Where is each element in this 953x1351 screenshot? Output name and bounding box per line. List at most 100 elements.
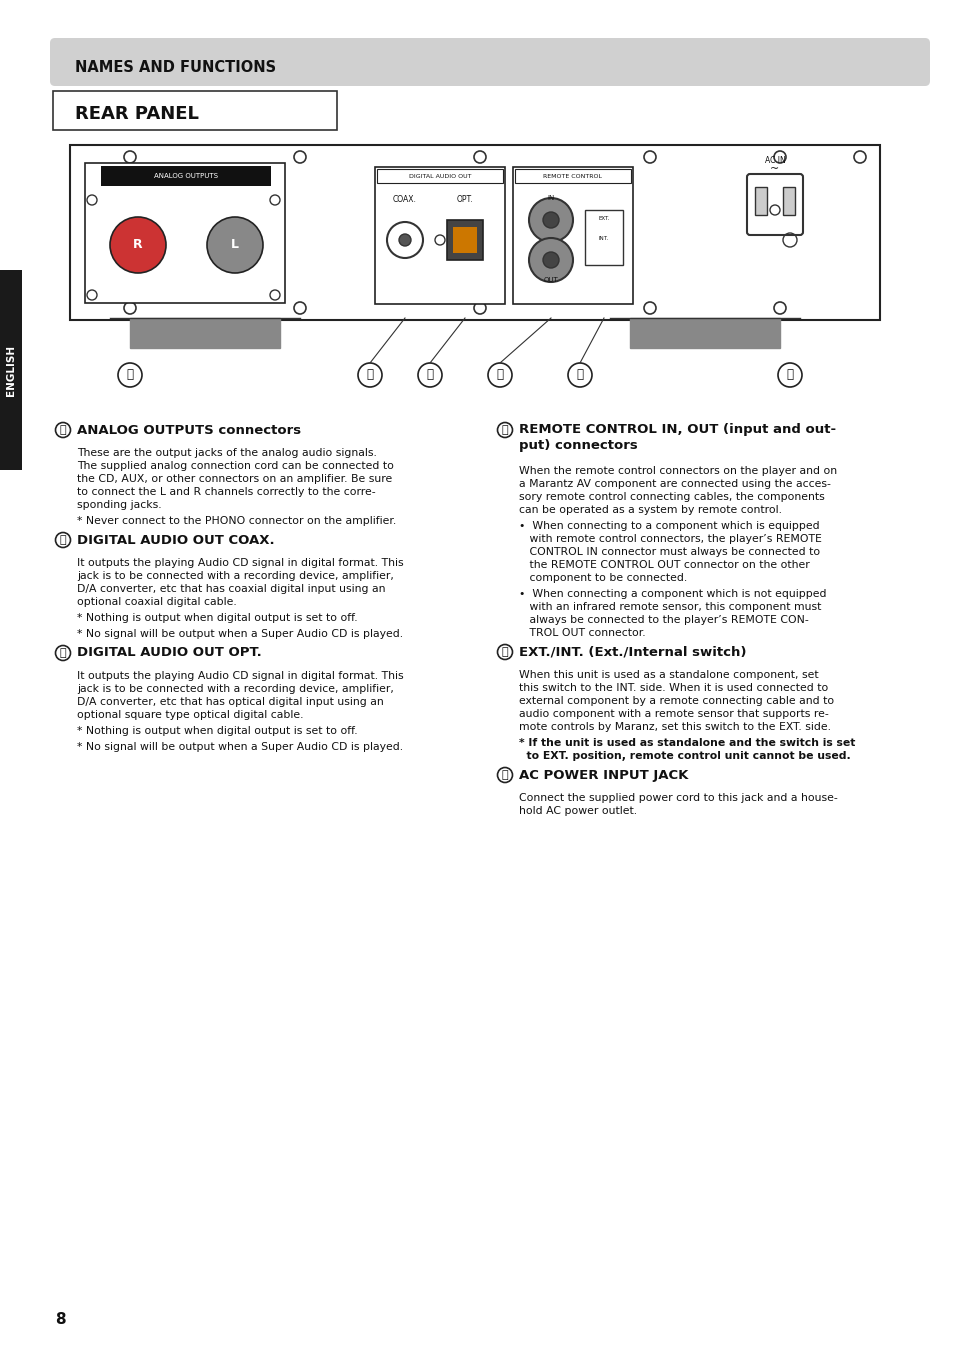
Text: Ⓕ: Ⓕ [785, 369, 793, 381]
Text: Ⓐ: Ⓐ [127, 369, 133, 381]
FancyBboxPatch shape [584, 209, 622, 265]
Text: optional coaxial digital cable.: optional coaxial digital cable. [77, 597, 236, 607]
Text: the CD, AUX, or other connectors on an amplifier. Be sure: the CD, AUX, or other connectors on an a… [77, 474, 392, 484]
Text: AC IN: AC IN [763, 155, 784, 165]
Text: * Nothing is output when digital output is set to off.: * Nothing is output when digital output … [77, 613, 357, 623]
Text: * Nothing is output when digital output is set to off.: * Nothing is output when digital output … [77, 725, 357, 736]
FancyBboxPatch shape [746, 174, 802, 235]
FancyBboxPatch shape [70, 145, 879, 320]
FancyBboxPatch shape [513, 168, 633, 304]
FancyBboxPatch shape [101, 166, 271, 186]
Text: hold AC power outlet.: hold AC power outlet. [518, 807, 637, 816]
Text: REAR PANEL: REAR PANEL [75, 105, 198, 123]
FancyBboxPatch shape [375, 168, 504, 304]
Text: DIGITAL AUDIO OUT OPT.: DIGITAL AUDIO OUT OPT. [77, 647, 261, 659]
Text: with an infrared remote sensor, this component must: with an infrared remote sensor, this com… [518, 603, 821, 612]
Text: EXT.: EXT. [598, 216, 609, 222]
Text: Ⓒ: Ⓒ [60, 648, 67, 658]
Text: the REMOTE CONTROL OUT connector on the other: the REMOTE CONTROL OUT connector on the … [518, 561, 809, 570]
Text: ANALOG OUTPUTS: ANALOG OUTPUTS [153, 173, 218, 178]
Text: It outputs the playing Audio CD signal in digital format. This: It outputs the playing Audio CD signal i… [77, 671, 403, 681]
FancyBboxPatch shape [453, 227, 476, 253]
FancyBboxPatch shape [0, 270, 22, 470]
FancyBboxPatch shape [515, 169, 630, 182]
Text: jack is to be connected with a recording device, amplifier,: jack is to be connected with a recording… [77, 684, 394, 694]
Text: sponding jacks.: sponding jacks. [77, 500, 161, 509]
Text: When this unit is used as a standalone component, set: When this unit is used as a standalone c… [518, 670, 818, 680]
Text: INT.: INT. [598, 236, 608, 240]
Text: DIGITAL AUDIO OUT COAX.: DIGITAL AUDIO OUT COAX. [77, 534, 274, 547]
Text: It outputs the playing Audio CD signal in digital format. This: It outputs the playing Audio CD signal i… [77, 558, 403, 567]
FancyBboxPatch shape [754, 186, 766, 215]
Text: * Never connect to the PHONO connector on the amplifier.: * Never connect to the PHONO connector o… [77, 516, 395, 526]
Text: Ⓑ: Ⓑ [60, 535, 67, 544]
Circle shape [529, 199, 573, 242]
FancyBboxPatch shape [50, 38, 929, 86]
Text: OPT.: OPT. [456, 196, 473, 204]
Polygon shape [629, 317, 780, 349]
Circle shape [398, 234, 411, 246]
Text: * No signal will be output when a Super Audio CD is played.: * No signal will be output when a Super … [77, 742, 403, 753]
Text: sory remote control connecting cables, the components: sory remote control connecting cables, t… [518, 492, 824, 503]
Text: DIGITAL AUDIO OUT: DIGITAL AUDIO OUT [408, 173, 471, 178]
FancyBboxPatch shape [85, 163, 285, 303]
Text: can be operated as a system by remote control.: can be operated as a system by remote co… [518, 505, 781, 515]
Text: external component by a remote connecting cable and to: external component by a remote connectin… [518, 696, 833, 707]
Text: Ⓔ: Ⓔ [576, 369, 583, 381]
Text: 8: 8 [55, 1313, 66, 1328]
Text: Ⓒ: Ⓒ [426, 369, 433, 381]
Text: a Marantz AV component are connected using the acces-: a Marantz AV component are connected usi… [518, 480, 830, 489]
Text: ~: ~ [770, 163, 779, 174]
Text: to EXT. position, remote control unit cannot be used.: to EXT. position, remote control unit ca… [518, 751, 850, 761]
Text: The supplied analog connection cord can be connected to: The supplied analog connection cord can … [77, 461, 394, 471]
Text: D/A converter, etc that has coaxial digital input using an: D/A converter, etc that has coaxial digi… [77, 584, 385, 594]
Circle shape [542, 212, 558, 228]
Text: Ⓓ: Ⓓ [496, 369, 503, 381]
Text: ANALOG OUTPUTS connectors: ANALOG OUTPUTS connectors [77, 423, 301, 436]
Text: * If the unit is used as standalone and the switch is set: * If the unit is used as standalone and … [518, 738, 855, 748]
Text: component to be connected.: component to be connected. [518, 573, 686, 584]
Text: * No signal will be output when a Super Audio CD is played.: * No signal will be output when a Super … [77, 630, 403, 639]
Text: NAMES AND FUNCTIONS: NAMES AND FUNCTIONS [75, 59, 275, 74]
Text: R: R [133, 239, 143, 251]
Text: OUT: OUT [543, 277, 558, 282]
Circle shape [110, 218, 166, 273]
Text: AC POWER INPUT JACK: AC POWER INPUT JACK [518, 769, 688, 781]
FancyBboxPatch shape [376, 169, 502, 182]
Text: mote controls by Maranz, set this switch to the EXT. side.: mote controls by Maranz, set this switch… [518, 721, 830, 732]
Polygon shape [130, 317, 280, 349]
Text: Ⓐ: Ⓐ [60, 426, 67, 435]
Text: •  When connecting to a component which is equipped: • When connecting to a component which i… [518, 521, 819, 531]
Circle shape [207, 218, 263, 273]
Text: EXT./INT. (Ext./Internal switch): EXT./INT. (Ext./Internal switch) [518, 646, 745, 658]
Text: Ⓕ: Ⓕ [501, 770, 508, 780]
FancyBboxPatch shape [782, 186, 794, 215]
Text: this switch to the INT. side. When it is used connected to: this switch to the INT. side. When it is… [518, 684, 827, 693]
Text: •  When connecting a component which is not equipped: • When connecting a component which is n… [518, 589, 825, 598]
Text: REMOTE CONTROL: REMOTE CONTROL [543, 173, 602, 178]
FancyBboxPatch shape [53, 91, 336, 130]
Text: audio component with a remote sensor that supports re-: audio component with a remote sensor tha… [518, 709, 828, 719]
Text: jack is to be connected with a recording device, amplifier,: jack is to be connected with a recording… [77, 571, 394, 581]
Text: with remote control connectors, the player’s REMOTE: with remote control connectors, the play… [518, 534, 821, 544]
Text: CONTROL IN connector must always be connected to: CONTROL IN connector must always be conn… [518, 547, 820, 557]
Text: Ⓑ: Ⓑ [366, 369, 374, 381]
Text: to connect the L and R channels correctly to the corre-: to connect the L and R channels correctl… [77, 486, 375, 497]
Text: L: L [231, 239, 239, 251]
Text: TROL OUT connector.: TROL OUT connector. [518, 628, 645, 638]
Text: Ⓓ: Ⓓ [501, 426, 508, 435]
Text: optional square type optical digital cable.: optional square type optical digital cab… [77, 711, 303, 720]
Circle shape [542, 253, 558, 267]
Text: When the remote control connectors on the player and on: When the remote control connectors on th… [518, 466, 836, 476]
Text: put) connectors: put) connectors [518, 439, 638, 453]
Text: always be connected to the player’s REMOTE CON-: always be connected to the player’s REMO… [518, 615, 808, 626]
Text: Connect the supplied power cord to this jack and a house-: Connect the supplied power cord to this … [518, 793, 837, 802]
Text: Ⓔ: Ⓔ [501, 647, 508, 657]
Text: COAX.: COAX. [393, 196, 416, 204]
Text: ENGLISH: ENGLISH [6, 345, 16, 396]
Text: These are the output jacks of the analog audio signals.: These are the output jacks of the analog… [77, 449, 376, 458]
Circle shape [529, 238, 573, 282]
Text: IN: IN [547, 195, 554, 201]
Text: REMOTE CONTROL IN, OUT (input and out-: REMOTE CONTROL IN, OUT (input and out- [518, 423, 835, 436]
FancyBboxPatch shape [447, 220, 482, 259]
